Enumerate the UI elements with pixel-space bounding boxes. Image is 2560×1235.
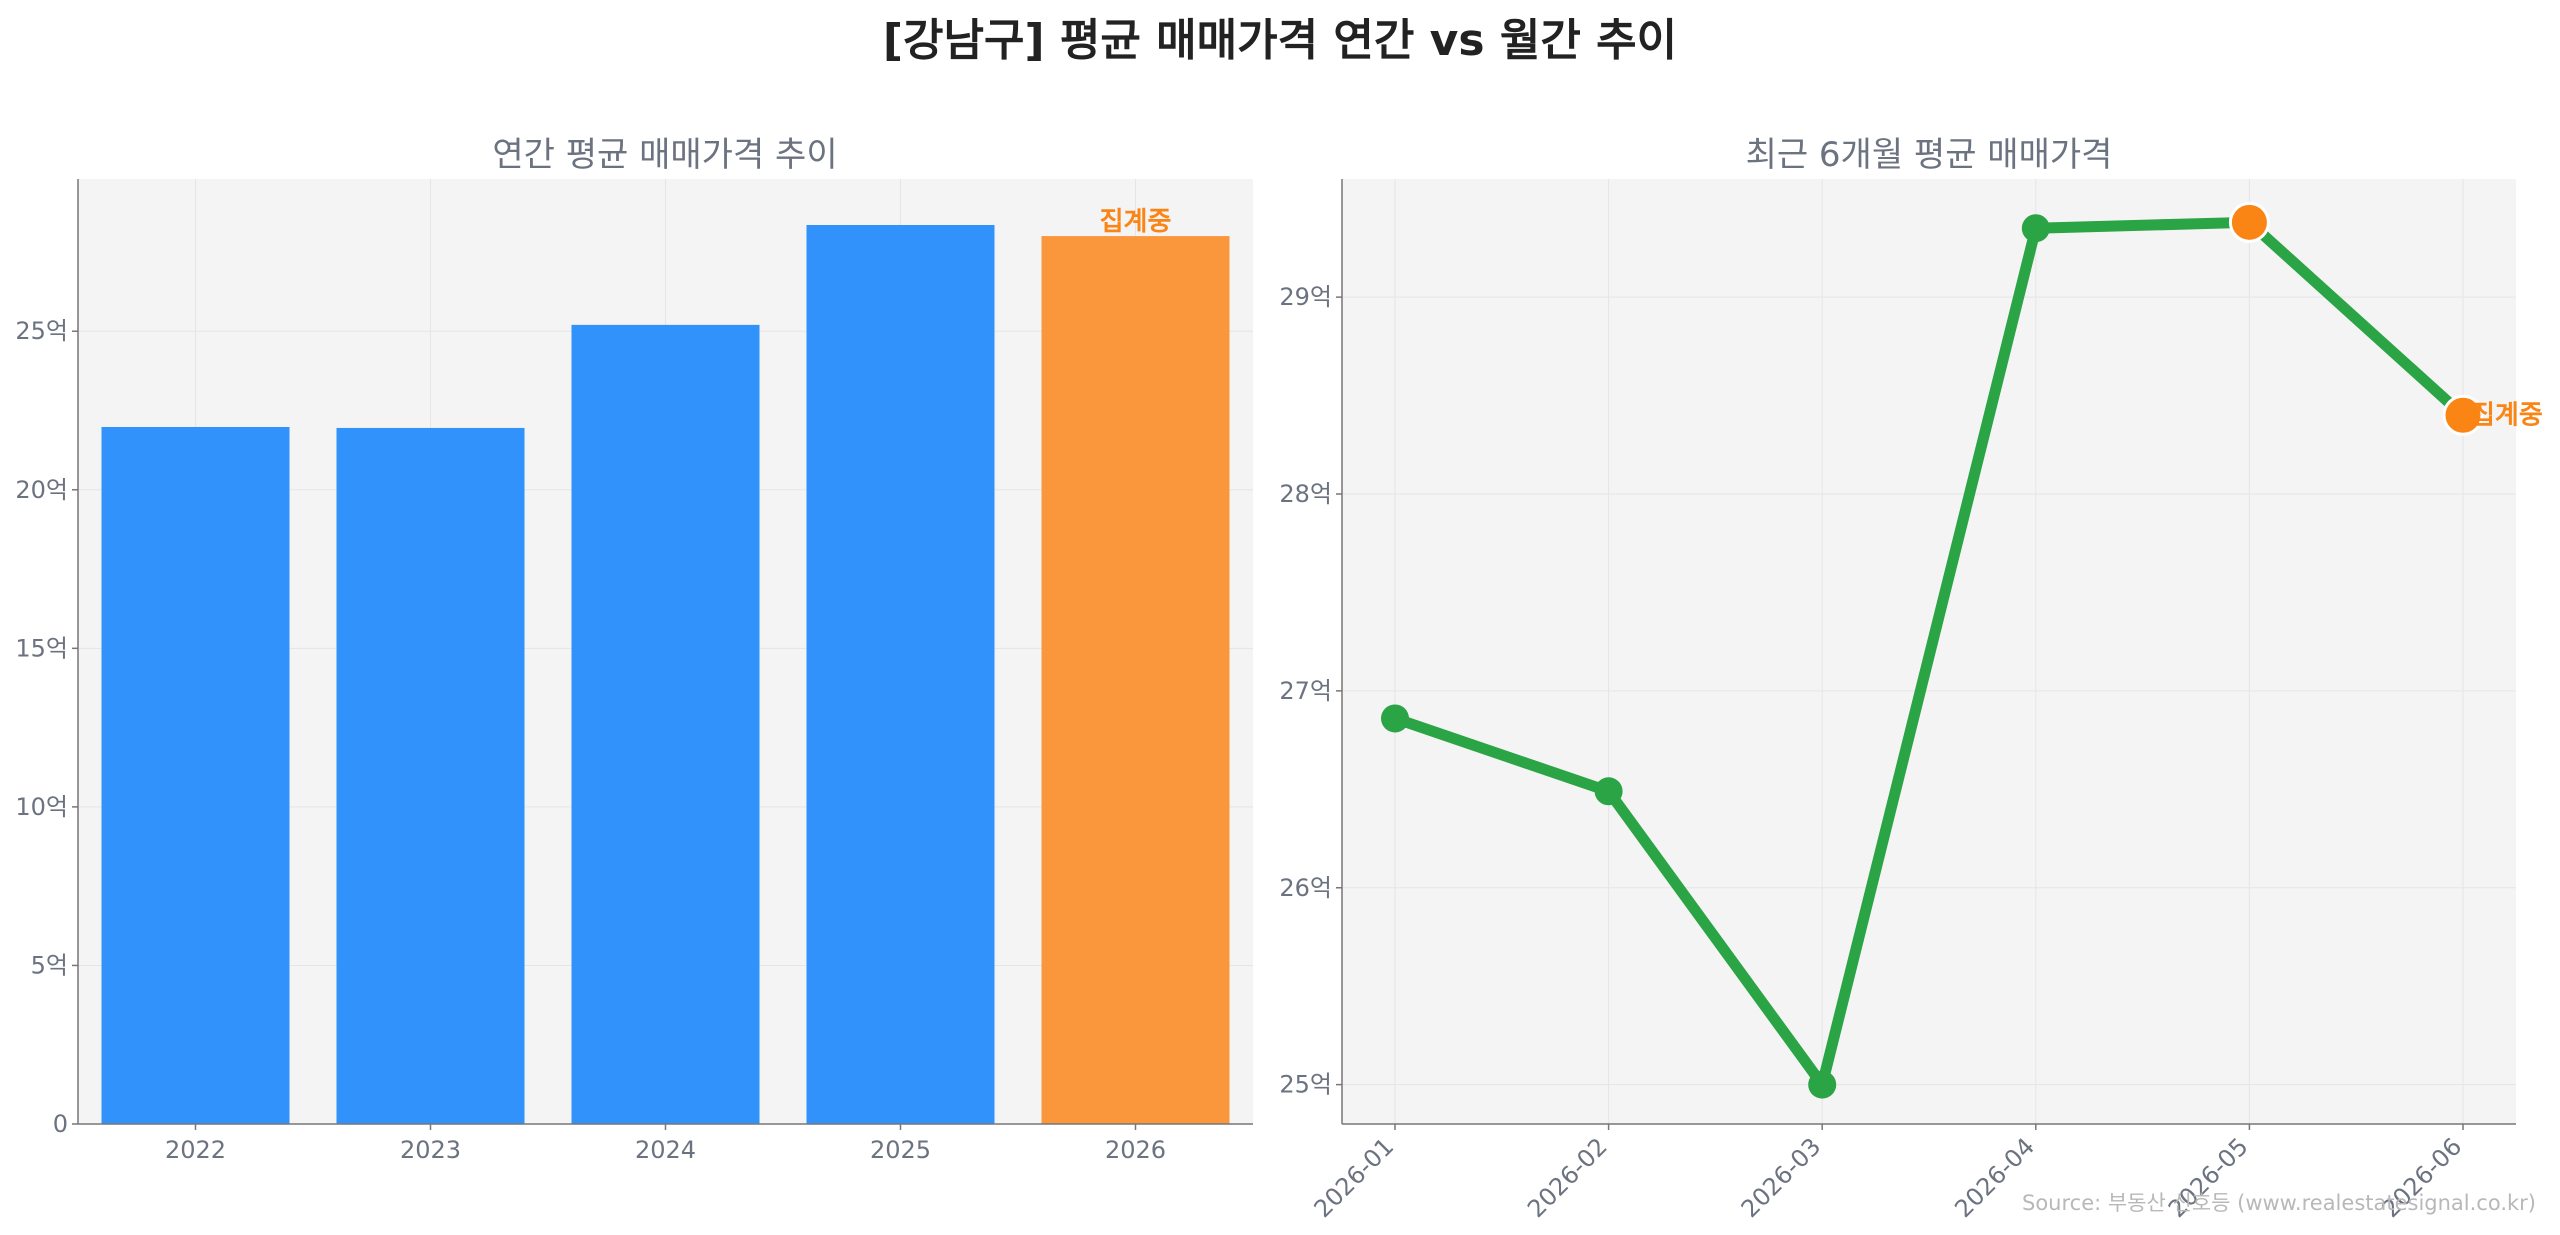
bar-xtick-label: 2025 bbox=[870, 1136, 931, 1164]
bar-xtick-label: 2023 bbox=[400, 1136, 461, 1164]
line-ytick-label: 29억 bbox=[1279, 283, 1332, 311]
bar-series bbox=[101, 224, 1230, 1124]
line-gridlines bbox=[1342, 179, 2516, 1124]
line-point-2026-06 bbox=[2442, 394, 2484, 436]
bar-ytick-label: 20억 bbox=[15, 476, 68, 504]
bar-xtick-label: 2022 bbox=[165, 1136, 226, 1164]
bar-ytick-label: 0 bbox=[53, 1110, 68, 1138]
bar-2026 bbox=[1041, 236, 1230, 1124]
bar-ytick-label: 10억 bbox=[15, 793, 68, 821]
bar-ytick-label: 15억 bbox=[15, 634, 68, 662]
bar-2022 bbox=[101, 426, 290, 1124]
bar-xtick-label: 2026 bbox=[1105, 1136, 1166, 1164]
line-xtick-label: 2026-01 bbox=[1309, 1132, 1400, 1223]
line-ytick-label: 28억 bbox=[1279, 480, 1332, 508]
line-point-2026-02 bbox=[1594, 777, 1623, 806]
page-title: [강남구] 평균 매매가격 연간 vs 월간 추이 bbox=[882, 15, 1678, 66]
bar-ytick-label: 25억 bbox=[15, 317, 68, 345]
source-note: Source: 부동산 신호등 (www.realestatesignal.co… bbox=[2021, 1191, 2536, 1215]
line-point-2026-04 bbox=[2021, 214, 2050, 243]
bar-annotation: 집계중 bbox=[1100, 207, 1172, 237]
line-annotation: 집계중 bbox=[2471, 400, 2543, 430]
annual-bar-chart: 0 5억 10억 15억 20억 25억 2022 2023 2024 2025 2026 연간 평… bbox=[15, 135, 1253, 1164]
line-point-2026-03 bbox=[1808, 1070, 1837, 1099]
bar-2023 bbox=[336, 427, 525, 1124]
bar-axes: 0 5억 10억 15억 20억 25억 2022 2023 2024 2025 2026 bbox=[15, 179, 1253, 1164]
line-ytick-label: 27억 bbox=[1279, 677, 1332, 705]
line-series-path bbox=[1389, 216, 2469, 1091]
line-series bbox=[1381, 201, 2484, 1099]
bar-chart-title: 연간 평균 매매가격 추이 bbox=[492, 135, 837, 175]
bar-ytick-label: 5억 bbox=[31, 951, 68, 979]
line-xtick-label: 2026-02 bbox=[1522, 1132, 1613, 1223]
bar-xtick-label: 2024 bbox=[635, 1136, 696, 1164]
line-ytick-label: 26억 bbox=[1279, 874, 1332, 902]
bar-2024 bbox=[571, 324, 760, 1124]
line-chart-title: 최근 6개월 평균 매매가격 bbox=[1746, 135, 2113, 175]
line-point-2026-05 bbox=[2228, 201, 2270, 243]
line-ytick-label: 25억 bbox=[1279, 1071, 1332, 1099]
line-xtick-label: 2026-03 bbox=[1736, 1132, 1827, 1223]
line-point-2026-01 bbox=[1381, 704, 1409, 733]
bar-2025 bbox=[806, 224, 995, 1124]
